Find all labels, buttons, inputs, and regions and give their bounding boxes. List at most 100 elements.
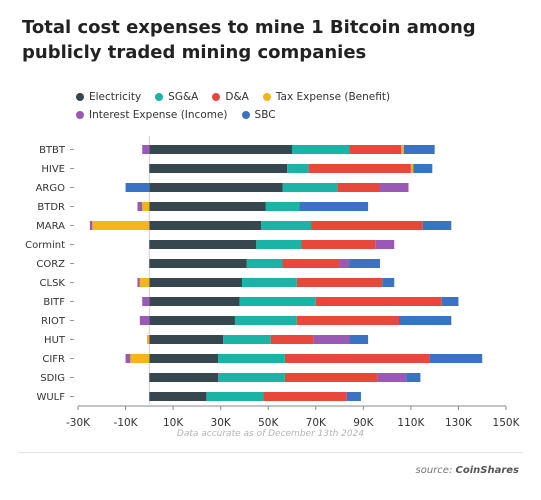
legend-item-sbc: SBC [241, 109, 276, 121]
legend-item-electricity: Electricity [76, 91, 141, 103]
chart-legend: Electricity SG&A D&A Tax Expense (Benefi… [76, 88, 506, 124]
y-tick-label-clsk: CLSK [40, 278, 66, 289]
bar-segment-sdig-interest-expense-income [377, 373, 407, 382]
legend-swatch-sga [155, 93, 164, 101]
y-tick-label-hut: HUT [44, 335, 66, 346]
bar-segment-riot-d-a [296, 316, 399, 325]
bar-segment-hut-sg-a [223, 335, 271, 344]
bar-segment-argo-sbc [125, 183, 150, 192]
bar-segment-bitf-interest-expense-income [142, 297, 150, 306]
bar-segment-hut-interest-expense-income [313, 335, 350, 344]
bar-segment-hut-sbc [349, 335, 369, 344]
bar-segment-btdr-interest-expense-income [137, 202, 143, 211]
legend-label-da: D&A [225, 91, 249, 103]
bar-segment-argo-electricity [149, 183, 283, 192]
bar-segment-sdig-sbc [406, 373, 421, 382]
x-tick-label-110k: 110K [397, 417, 425, 429]
bar-segment-cormint-electricity [149, 240, 257, 249]
bar-segment-clsk-sbc [382, 278, 395, 287]
bar-segment-bitf-sbc [441, 297, 459, 306]
x-tick-label-50k: 50K [258, 417, 279, 429]
y-tick-label-corz: CORZ [36, 259, 65, 270]
bar-segment-argo-interest-expense-income [379, 183, 409, 192]
bar-segment-cifr-interest-expense-income [125, 354, 131, 363]
legend-swatch-da [212, 93, 221, 101]
legend-item-tax: Tax Expense (Benefit) [262, 91, 391, 103]
legend-row-1: Electricity SG&A D&A Tax Expense (Benefi… [76, 88, 506, 106]
bar-segment-btdr-tax-expense-benefit [142, 202, 150, 211]
x-tick-label-150k: 150K [493, 417, 521, 429]
bar-segment-wulf-sg-a [206, 392, 264, 401]
y-tick-label-argo: ARGO [36, 183, 66, 194]
chart-title: Total cost expenses to mine 1 Bitcoin am… [22, 17, 476, 63]
bar-segment-btbt-sbc [403, 145, 435, 154]
legend-label-tax: Tax Expense (Benefit) [275, 91, 391, 103]
bar-segment-sdig-sg-a [218, 373, 285, 382]
bar-segment-riot-sbc [399, 316, 452, 325]
x-tick-label-10k: -10K [114, 417, 139, 429]
legend-label-sga: SG&A [168, 91, 199, 103]
bar-segment-argo-sg-a [282, 183, 338, 192]
bar-segment-corz-electricity [149, 259, 247, 268]
legend-label-interest: Interest Expense (Income) [89, 109, 228, 121]
y-tick-label-btbt: BTBT [39, 145, 66, 156]
x-tick-label-90k: 90K [353, 417, 374, 429]
bar-segment-btdr-sbc [299, 202, 369, 211]
x-tick-label-10k: 10K [163, 417, 184, 429]
bar-segment-hut-d-a [270, 335, 314, 344]
bar-segment-clsk-tax-expense-benefit [139, 278, 150, 287]
bar-segment-btbt-electricity [149, 145, 292, 154]
data-date-footnote: Data accurate as of December 13th 2024 [176, 429, 365, 439]
bar-segment-bitf-electricity [149, 297, 240, 306]
y-tick-label-wulf: WULF [36, 392, 65, 403]
bar-segment-sdig-electricity [149, 373, 219, 382]
x-tick-label-30k: -30K [66, 417, 91, 429]
bar-segment-hive-sbc [413, 164, 433, 173]
legend-item-da: D&A [212, 91, 249, 103]
bar-segment-mara-sg-a [261, 221, 312, 230]
legend-label-electricity: Electricity [89, 91, 142, 103]
bar-segment-corz-d-a [282, 259, 340, 268]
bar-segment-btdr-sg-a [265, 202, 300, 211]
bar-segment-btbt-sg-a [292, 145, 350, 154]
legend-swatch-tax [262, 93, 271, 101]
bar-segment-cifr-electricity [149, 354, 219, 363]
legend-item-interest: Interest Expense (Income) [76, 109, 228, 121]
source-prefix: source: [415, 465, 456, 476]
bar-segment-clsk-d-a [296, 278, 383, 287]
bar-segment-hive-sg-a [287, 164, 309, 173]
bar-segment-hut-tax-expense-benefit [146, 335, 150, 344]
x-tick-label-130k: 130K [445, 417, 473, 429]
bar-segment-cormint-sg-a [256, 240, 302, 249]
x-tick-label-70k: 70K [306, 417, 327, 429]
y-tick-label-btdr: BTDR [37, 202, 65, 213]
legend-row-2: Interest Expense (Income) SBC [76, 106, 506, 124]
bar-segment-cifr-sg-a [218, 354, 285, 363]
source-name: CoinShares [455, 465, 520, 476]
bar-segment-bitf-d-a [315, 297, 442, 306]
x-tick-label-30k: 30K [211, 417, 232, 429]
y-tick-label-bitf: BITF [43, 297, 65, 308]
bar-segment-btbt-d-a [349, 145, 402, 154]
bar-segment-hive-tax-expense-benefit [410, 164, 414, 173]
bar-segment-clsk-sg-a [242, 278, 297, 287]
bar-segment-cifr-d-a [284, 354, 430, 363]
y-tick-label-riot: RIOT [41, 316, 66, 327]
legend-item-sga: SG&A [155, 91, 198, 103]
y-tick-label-mara: MARA [36, 221, 65, 232]
footer-divider [18, 452, 523, 453]
y-tick-label-cifr: CIFR [42, 354, 65, 365]
bar-segment-mara-tax-expense-benefit [92, 221, 150, 230]
legend-label-sbc: SBC [254, 109, 276, 121]
bar-segment-mara-sbc [422, 221, 452, 230]
bar-segment-clsk-electricity [149, 278, 243, 287]
bar-segment-cifr-tax-expense-benefit [130, 354, 150, 363]
bar-segment-wulf-electricity [149, 392, 207, 401]
legend-swatch-interest [76, 111, 84, 119]
y-tick-label-sdig: SDIG [40, 373, 65, 384]
bar-segment-btbt-tax-expense-benefit [401, 145, 404, 154]
bar-segment-hive-electricity [149, 164, 288, 173]
y-tick-label-hive: HIVE [41, 164, 65, 175]
bar-segment-btbt-interest-expense-income [142, 145, 150, 154]
bar-segment-corz-sbc [349, 259, 380, 268]
